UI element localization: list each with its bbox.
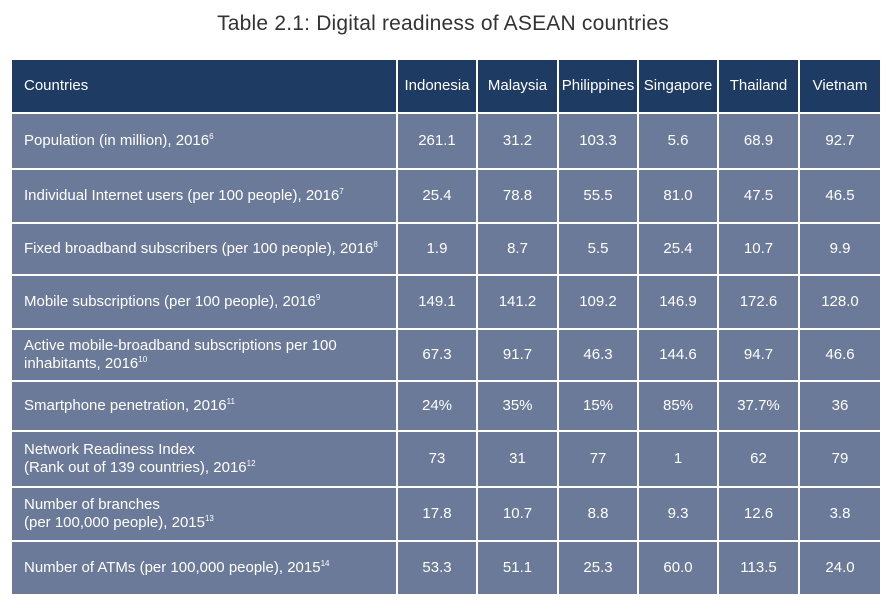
table-cell: 37.7%: [717, 380, 800, 432]
table-cell: 9.3: [637, 486, 719, 542]
row-label: Active mobile-broadband subscriptions pe…: [10, 328, 398, 382]
table-cell: 78.8: [476, 168, 559, 224]
table-cell: 12.6: [717, 486, 800, 542]
table-cell: 128.0: [798, 274, 882, 330]
table-cell: 55.5: [557, 168, 639, 224]
table-cell: 79: [798, 430, 882, 488]
row-label: Network Readiness Index (Rank out of 139 …: [10, 430, 398, 488]
table-cell: 8.8: [557, 486, 639, 542]
digital-readiness-table: Countries Indonesia Malaysia Philippines…: [10, 58, 882, 596]
table-row: Number of ATMs (per 100,000 people), 201…: [10, 540, 882, 596]
footnote-marker: 9: [315, 293, 321, 302]
table-cell: 67.3: [396, 328, 478, 382]
table-cell: 46.3: [557, 328, 639, 382]
column-header-malaysia: Malaysia: [476, 58, 559, 114]
table-cell: 149.1: [396, 274, 478, 330]
table-row: Network Readiness Index (Rank out of 139 …: [10, 430, 882, 488]
table-cell: 73: [396, 430, 478, 488]
table-cell: 31: [476, 430, 559, 488]
table-cell: 62: [717, 430, 800, 488]
table-cell: 60.0: [637, 540, 719, 596]
table-cell: 109.2: [557, 274, 639, 330]
footnote-marker: 6: [209, 132, 214, 141]
footnote-marker: 7: [339, 187, 344, 196]
table-cell: 8.7: [476, 222, 559, 276]
table-cell: 25.3: [557, 540, 639, 596]
column-header-countries: Countries: [10, 58, 398, 114]
table-cell: 172.6: [717, 274, 800, 330]
footnote-marker: 12: [246, 459, 256, 468]
table-cell: 53.3: [396, 540, 478, 596]
table-cell: 9.9: [798, 222, 882, 276]
table-cell: 10.7: [717, 222, 800, 276]
table-cell: 47.5: [717, 168, 800, 224]
table-cell: 24%: [396, 380, 478, 432]
page-title: Table 2.1: Digital readiness of ASEAN co…: [217, 12, 669, 35]
table-cell: 94.7: [717, 328, 800, 382]
table-row: Number of branches (per 100,000 people), …: [10, 486, 882, 542]
table-cell: 144.6: [637, 328, 719, 382]
table-cell: 17.8: [396, 486, 478, 542]
table-cell: 81.0: [637, 168, 719, 224]
table-row: Fixed broadband subscribers (per 100 peo…: [10, 222, 882, 276]
row-label: Smartphone penetration, 201611: [10, 380, 398, 432]
row-label: Population (in million), 20166: [10, 112, 398, 170]
table-cell: 3.8: [798, 486, 882, 542]
table-row: Active mobile-broadband subscriptions pe…: [10, 328, 882, 382]
table-cell: 68.9: [717, 112, 800, 170]
table-cell: 91.7: [476, 328, 559, 382]
row-label: Number of ATMs (per 100,000 people), 201…: [10, 540, 398, 596]
row-label: Mobile subscriptions (per 100 people), 2…: [10, 274, 398, 330]
table-cell: 35%: [476, 380, 559, 432]
column-header-thailand: Thailand: [717, 58, 800, 114]
table-cell: 77: [557, 430, 639, 488]
table-cell: 146.9: [637, 274, 719, 330]
table-cell: 1: [637, 430, 719, 488]
table-cell: 92.7: [798, 112, 882, 170]
table-row: Smartphone penetration, 201611 24% 35% 1…: [10, 380, 882, 432]
footnote-marker: 14: [320, 559, 330, 568]
column-header-singapore: Singapore: [637, 58, 719, 114]
table-cell: 1.9: [396, 222, 478, 276]
column-header-vietnam: Vietnam: [798, 58, 882, 114]
column-header-indonesia: Indonesia: [396, 58, 478, 114]
table-cell: 5.5: [557, 222, 639, 276]
table-cell: 24.0: [798, 540, 882, 596]
table-header-row: Countries Indonesia Malaysia Philippines…: [10, 58, 882, 114]
table-row: Mobile subscriptions (per 100 people), 2…: [10, 274, 882, 330]
table-cell: 261.1: [396, 112, 478, 170]
row-label: Individual Internet users (per 100 peopl…: [10, 168, 398, 224]
footnote-marker: 11: [226, 397, 235, 406]
footnote-marker: 13: [204, 514, 214, 523]
table-cell: 25.4: [637, 222, 719, 276]
table-cell: 46.6: [798, 328, 882, 382]
table-cell: 103.3: [557, 112, 639, 170]
table-cell: 51.1: [476, 540, 559, 596]
table-cell: 141.2: [476, 274, 559, 330]
column-header-philippines: Philippines: [557, 58, 639, 114]
table-cell: 25.4: [396, 168, 478, 224]
footnote-marker: 10: [138, 355, 148, 364]
table-row: Population (in million), 20166 261.1 31.…: [10, 112, 882, 170]
row-label: Number of branches (per 100,000 people), …: [10, 486, 398, 542]
table-cell: 15%: [557, 380, 639, 432]
table-cell: 113.5: [717, 540, 800, 596]
table-cell: 46.5: [798, 168, 882, 224]
table-cell: 85%: [637, 380, 719, 432]
table-cell: 36: [798, 380, 882, 432]
table-cell: 10.7: [476, 486, 559, 542]
table-cell: 5.6: [637, 112, 719, 170]
row-label: Fixed broadband subscribers (per 100 peo…: [10, 222, 398, 276]
table-cell: 31.2: [476, 112, 559, 170]
footnote-marker: 8: [373, 240, 378, 249]
table-row: Individual Internet users (per 100 peopl…: [10, 168, 882, 224]
